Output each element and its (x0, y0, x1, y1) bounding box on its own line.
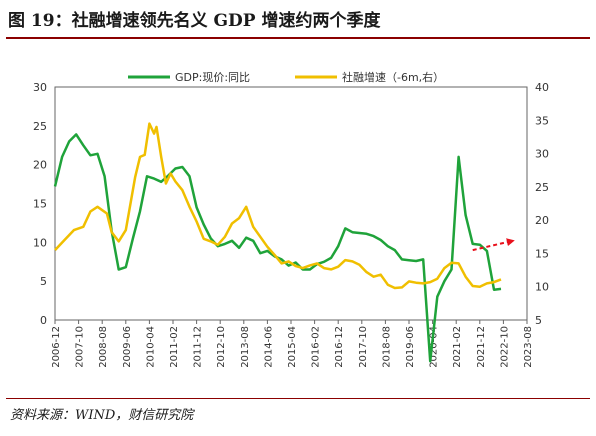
x-tick-label: 2011-02 (169, 326, 180, 368)
left-tick-label: 20 (33, 159, 47, 172)
x-tick-label: 2021-12 (476, 326, 487, 368)
legend-tsf-label: 社融增速（-6m,右） (342, 70, 444, 84)
right-tick-label: 40 (535, 81, 549, 94)
right-tick-label: 25 (535, 181, 549, 194)
x-tick-label: 2014-06 (263, 326, 274, 368)
x-tick-label: 2021-02 (452, 326, 463, 368)
x-tick-label: 2016-12 (334, 326, 345, 368)
x-tick-label: 2012-10 (216, 326, 227, 368)
x-tick-label: 2020-04 (429, 326, 440, 368)
title-rule (6, 37, 590, 39)
right-tick-label: 10 (535, 281, 549, 294)
source-note: 资料来源：WIND，财信研究院 (10, 408, 194, 423)
figure-title: 图 19：社融增速领先名义 GDP 增速约两个季度 (8, 11, 381, 31)
right-tick-label: 20 (535, 214, 549, 227)
x-tick-label: 2007-10 (75, 326, 86, 368)
right-tick-label: 15 (535, 247, 549, 260)
x-tick-label: 2009-06 (122, 326, 133, 368)
left-tick-label: 15 (33, 198, 47, 211)
x-tick-label: 2006-12 (51, 326, 62, 368)
legend: GDP:现价:同比 社融增速（-6m,右） (128, 70, 444, 84)
x-tick-label: 2017-10 (358, 326, 369, 368)
x-tick-label: 2019-06 (405, 326, 416, 368)
tsf-series-line (54, 122, 502, 290)
x-tick-label: 2008-08 (98, 326, 109, 368)
source-rule (6, 398, 590, 399)
x-tick-label: 2016-02 (311, 326, 322, 368)
x-tick-label: 2023-08 (523, 326, 534, 368)
right-axis-ticks: 5 10 15 20 25 30 35 40 (535, 81, 549, 327)
right-tick-label: 30 (535, 148, 549, 161)
left-tick-label: 10 (33, 236, 47, 249)
left-tick-label: 25 (33, 120, 47, 133)
left-tick-label: 5 (40, 275, 47, 288)
right-tick-label: 5 (535, 314, 542, 327)
x-tick-label: 2018-08 (381, 326, 392, 368)
x-tick-label: 2022-10 (499, 326, 510, 368)
x-tick-label: 2011-12 (193, 326, 204, 368)
right-tick-label: 35 (535, 114, 549, 127)
left-tick-label: 30 (33, 81, 47, 94)
x-axis-ticks: 2006-12 2007-10 2008-08 2009-06 2010-04 2011-… (51, 320, 534, 368)
x-tick-label: 2013-08 (240, 326, 251, 368)
legend-gdp-label: GDP:现价:同比 (175, 71, 250, 84)
x-tick-label: 2015-04 (287, 326, 298, 368)
left-axis-ticks: 0 5 10 15 20 25 30 (33, 81, 47, 327)
left-tick-label: 0 (40, 314, 47, 327)
x-tick-label: 2010-04 (145, 326, 156, 368)
